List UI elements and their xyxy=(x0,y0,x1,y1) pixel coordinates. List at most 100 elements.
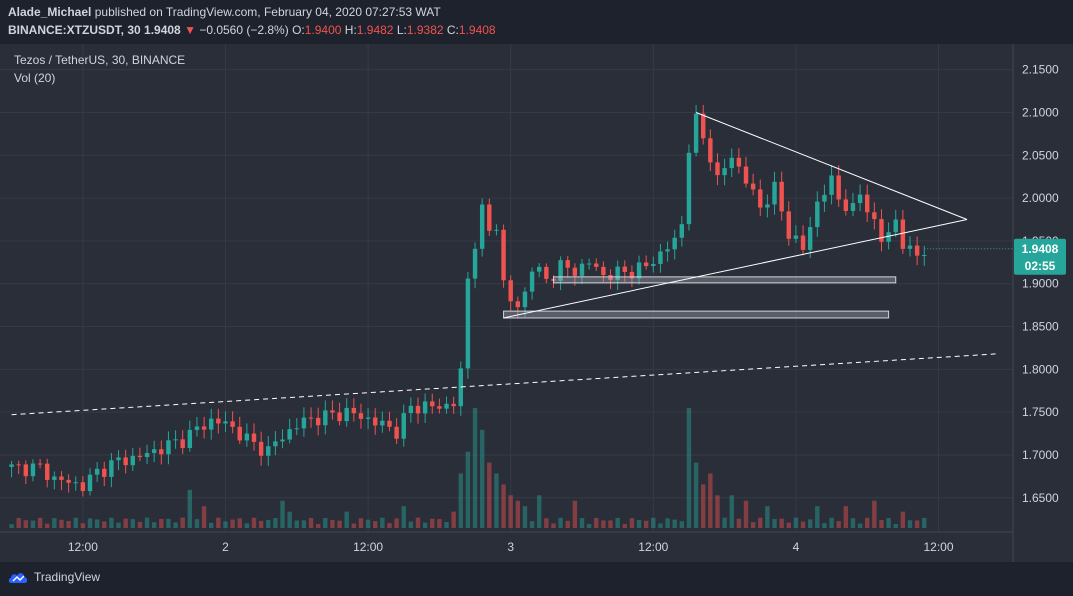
candle-body xyxy=(708,138,713,163)
candle-body xyxy=(693,113,699,153)
candle-body xyxy=(800,235,806,250)
candle-body xyxy=(479,204,485,249)
candle-body xyxy=(16,464,21,466)
volume-bar xyxy=(800,521,806,528)
volume-bar xyxy=(658,523,663,528)
price-chart[interactable]: 2.15002.10002.05002.00001.95001.90001.85… xyxy=(0,44,1073,562)
dashed-support xyxy=(11,353,996,416)
volume-bar xyxy=(230,519,235,528)
volume-bar xyxy=(394,518,399,528)
chart-area[interactable]: 2.15002.10002.05002.00001.95001.90001.85… xyxy=(0,44,1073,562)
volume-title: Vol (20) xyxy=(14,71,55,85)
volume-bars xyxy=(9,408,927,528)
open-value: 1.9400 xyxy=(304,23,342,37)
volume-bar xyxy=(572,500,578,528)
volume-bar xyxy=(337,520,342,528)
candle-body xyxy=(437,406,442,409)
volume-bar xyxy=(408,521,414,528)
volume-bar xyxy=(323,518,328,528)
candle-body xyxy=(865,194,870,213)
candle-body xyxy=(394,426,399,439)
volume-bar xyxy=(216,517,221,528)
volume-bar xyxy=(907,520,913,528)
candle-body xyxy=(658,251,663,264)
volume-bar xyxy=(594,517,599,528)
volume-bar xyxy=(829,517,834,528)
candle-body xyxy=(872,212,877,220)
candle-body xyxy=(130,455,135,466)
candle-body xyxy=(73,482,78,484)
author-name[interactable]: Alade_Michael xyxy=(8,5,92,19)
candle-body xyxy=(736,157,742,167)
volume-bar xyxy=(266,519,271,528)
volume-bar xyxy=(608,520,613,528)
volume-bar xyxy=(37,517,43,528)
volume-bar xyxy=(558,517,563,528)
open-label: O: xyxy=(292,23,305,37)
volume-bar xyxy=(201,506,207,528)
volume-bar xyxy=(629,518,635,528)
volume-bar xyxy=(772,519,777,528)
volume-bar xyxy=(865,517,870,528)
volume-bar xyxy=(665,518,670,528)
series-title: Tezos / TetherUS, 30, BINANCE xyxy=(14,53,185,67)
volume-bar xyxy=(822,523,827,528)
volume-bar xyxy=(380,517,385,528)
candle-body xyxy=(66,479,71,483)
volume-bar xyxy=(872,500,877,528)
grid xyxy=(0,44,1013,532)
badge-price: 1.9408 xyxy=(1022,242,1059,256)
candle-body xyxy=(137,455,143,458)
price-tick-label: 1.8500 xyxy=(1022,320,1059,334)
candle-body xyxy=(258,441,264,456)
upper-wedge xyxy=(695,112,968,220)
candle-body xyxy=(144,453,150,458)
time-tick-label: 12:00 xyxy=(638,540,668,554)
brand-name: TradingView xyxy=(34,570,101,584)
footer: TradingView xyxy=(0,562,1073,596)
candle-body xyxy=(494,229,499,231)
volume-bar xyxy=(586,523,592,528)
volume-bar xyxy=(779,518,784,528)
volume-bar xyxy=(194,519,200,528)
candle-body xyxy=(651,263,656,267)
volume-bar xyxy=(116,522,121,528)
candle-body xyxy=(465,278,471,369)
volume-bar xyxy=(815,506,820,528)
volume-bar xyxy=(537,495,542,528)
volume-bar xyxy=(251,517,257,528)
volume-bar xyxy=(715,495,720,528)
candle-body xyxy=(23,464,29,477)
tradingview-logo[interactable]: TradingView xyxy=(8,570,100,584)
candle-body xyxy=(430,401,435,407)
candle-body xyxy=(601,266,606,276)
volume-bar xyxy=(893,524,898,528)
candle-body xyxy=(244,433,250,441)
candle-body xyxy=(836,175,841,200)
candle-body xyxy=(779,181,784,212)
symbol-label: BINANCE:XTZUSDT, 30 xyxy=(8,23,141,37)
volume-bar xyxy=(273,518,278,528)
candle-body xyxy=(472,248,478,279)
volume-bar xyxy=(180,517,185,528)
volume-bar xyxy=(66,520,71,528)
volume-bar xyxy=(686,408,692,528)
volume-bar xyxy=(45,523,50,528)
candle-body xyxy=(102,468,107,477)
candle-body xyxy=(907,245,913,249)
candle-body xyxy=(914,245,920,256)
time-tick-label: 3 xyxy=(507,540,514,554)
volume-bar xyxy=(330,520,335,528)
candle-body xyxy=(722,168,727,176)
volume-bar xyxy=(73,517,78,528)
candle-body xyxy=(166,440,171,455)
zone-upper xyxy=(552,276,897,284)
candle-body xyxy=(686,152,692,225)
volume-bar xyxy=(672,519,677,528)
candle-body xyxy=(544,266,549,279)
zone-lower xyxy=(503,310,890,319)
time-tick-label: 4 xyxy=(793,540,800,554)
volume-bar xyxy=(59,519,64,528)
candle-body xyxy=(251,433,257,442)
volume-bar xyxy=(258,520,264,528)
